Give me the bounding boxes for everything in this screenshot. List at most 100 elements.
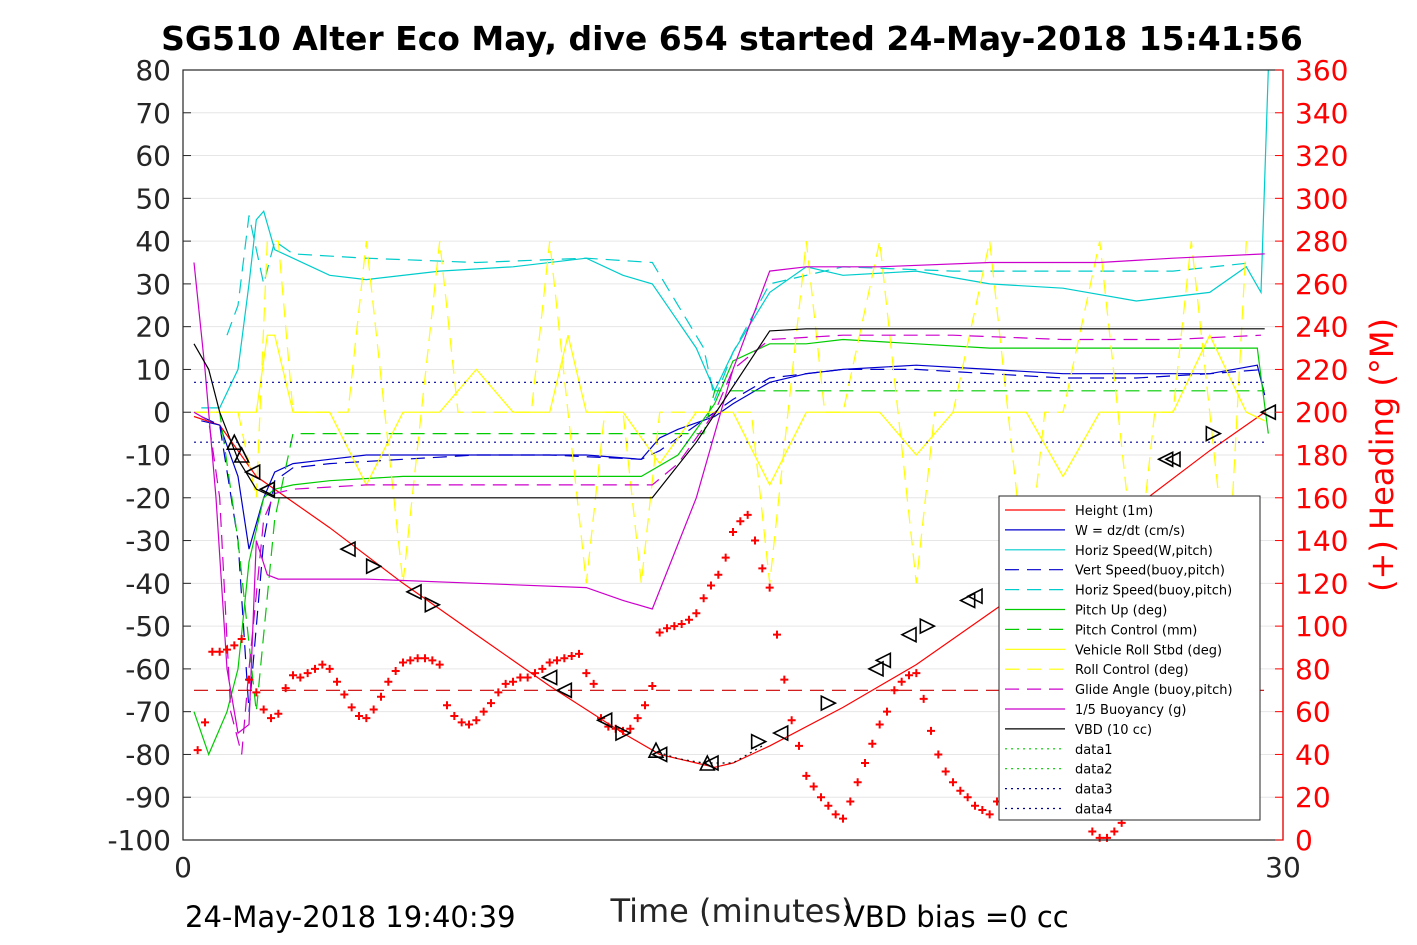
triangle-marker bbox=[900, 626, 917, 643]
left-tick-label: 20 bbox=[135, 311, 171, 344]
heading-marker bbox=[589, 679, 598, 688]
heading-marker bbox=[296, 673, 305, 682]
triangle-marker bbox=[771, 724, 789, 742]
heading-marker bbox=[927, 726, 935, 735]
heading-marker bbox=[516, 673, 525, 682]
triangle-marker bbox=[540, 669, 558, 686]
heading-marker bbox=[523, 673, 532, 682]
right-axis-ticks: 3603403203002802602402202001801601401201… bbox=[1275, 54, 1348, 857]
heading-marker bbox=[413, 654, 422, 663]
heading-marker bbox=[208, 647, 217, 656]
triangle-marker bbox=[226, 433, 243, 450]
heading-marker bbox=[729, 528, 737, 536]
heading-marker bbox=[868, 739, 877, 748]
heading-marker bbox=[861, 759, 869, 767]
heading-marker bbox=[472, 716, 481, 725]
left-tick-label: 30 bbox=[135, 268, 171, 301]
left-tick-label: 80 bbox=[135, 54, 171, 87]
heading-marker bbox=[230, 641, 239, 650]
heading-marker bbox=[773, 630, 781, 639]
triangle-marker bbox=[919, 617, 937, 635]
heading-marker bbox=[245, 675, 253, 684]
triangle-marker bbox=[1164, 450, 1181, 468]
right-tick-label: 300 bbox=[1295, 182, 1348, 215]
right-tick-label: 0 bbox=[1295, 824, 1313, 857]
heading-marker bbox=[274, 709, 283, 718]
heading-marker bbox=[487, 699, 495, 708]
triangle-marker bbox=[650, 746, 668, 763]
heading-marker bbox=[883, 707, 891, 716]
heading-marker bbox=[655, 628, 664, 637]
series-line bbox=[193, 334, 1262, 755]
heading-marker bbox=[501, 679, 510, 688]
left-tick-label: 10 bbox=[135, 353, 171, 386]
heading-marker bbox=[201, 718, 209, 727]
heading-marker bbox=[897, 677, 906, 686]
heading-marker bbox=[553, 656, 561, 665]
triangle-marker bbox=[867, 660, 884, 678]
series-line bbox=[194, 390, 1265, 712]
legend-label: Horiz Speed(W,pitch) bbox=[1075, 544, 1213, 559]
heading-marker bbox=[435, 660, 444, 669]
footer-timestamp: 24-May-2018 19:40:39 bbox=[185, 900, 516, 934]
heading-marker bbox=[377, 692, 385, 701]
heading-marker bbox=[538, 664, 547, 673]
right-tick-label: 240 bbox=[1295, 311, 1348, 344]
heading-marker bbox=[802, 771, 811, 780]
left-tick-label: 70 bbox=[135, 97, 171, 130]
heading-marker bbox=[384, 677, 393, 686]
triangle-marker bbox=[874, 652, 892, 669]
left-axis-ticks: 80 70 60 50 40 30 20 10 0 -10 -20 -30 -40 -50 -60 -70 -8… bbox=[107, 54, 191, 857]
right-tick-label: 60 bbox=[1295, 696, 1331, 729]
heading-marker bbox=[641, 701, 649, 710]
heading-marker bbox=[428, 656, 437, 665]
left-tick-label: -50 bbox=[125, 610, 171, 643]
legend-items: Height (1m) W = dz/dt (cm/s) Horiz Speed(W… bbox=[1005, 504, 1233, 818]
heading-marker bbox=[582, 669, 591, 678]
heading-marker bbox=[978, 806, 987, 815]
left-tick-label: -90 bbox=[125, 781, 171, 814]
triangle-marker bbox=[339, 540, 356, 558]
legend-label: VBD (10 cc) bbox=[1075, 723, 1152, 738]
heading-marker bbox=[663, 624, 671, 633]
triangle-marker bbox=[1156, 450, 1174, 468]
series-line bbox=[193, 338, 1269, 757]
left-tick-label: -30 bbox=[125, 525, 171, 558]
heading-marker bbox=[795, 741, 803, 750]
legend-label: Glide Angle (buoy,pitch) bbox=[1075, 683, 1233, 698]
legend-label: Height (1m) bbox=[1075, 504, 1153, 519]
triangle-marker bbox=[1205, 425, 1223, 442]
heading-marker bbox=[905, 671, 913, 680]
legend-label: 1/5 Buoyancy (g) bbox=[1075, 703, 1186, 718]
right-tick-label: 340 bbox=[1295, 97, 1348, 130]
legend-label: Vert Speed(buoy,pitch) bbox=[1075, 564, 1225, 579]
left-tick-label: 60 bbox=[135, 140, 171, 173]
legend-label: Vehicle Roll Stbd (deg) bbox=[1075, 643, 1222, 658]
heading-marker bbox=[289, 671, 297, 680]
heading-marker bbox=[369, 705, 378, 714]
heading-marker bbox=[817, 793, 825, 802]
triangle-marker bbox=[365, 557, 383, 575]
right-tick-label: 220 bbox=[1295, 353, 1348, 386]
heading-marker bbox=[875, 720, 884, 729]
legend-label: data1 bbox=[1075, 743, 1113, 758]
left-tick-label: -60 bbox=[125, 653, 171, 686]
heading-marker bbox=[362, 714, 371, 723]
series-line bbox=[201, 69, 1269, 409]
legend-label: Horiz Speed(buoy,pitch) bbox=[1075, 584, 1232, 599]
heading-marker bbox=[809, 782, 818, 791]
heading-marker bbox=[941, 767, 950, 776]
right-tick-label: 40 bbox=[1295, 738, 1331, 771]
right-tick-label: 320 bbox=[1295, 140, 1348, 173]
heading-marker bbox=[890, 686, 899, 695]
heading-marker bbox=[743, 510, 752, 519]
heading-marker bbox=[237, 634, 246, 643]
triangle-marker bbox=[958, 592, 976, 609]
heading-marker bbox=[355, 711, 363, 720]
heading-marker bbox=[736, 517, 745, 526]
heading-marker bbox=[406, 656, 415, 665]
heading-marker bbox=[721, 553, 730, 562]
heading-marker bbox=[648, 682, 657, 690]
heading-marker bbox=[949, 778, 957, 787]
